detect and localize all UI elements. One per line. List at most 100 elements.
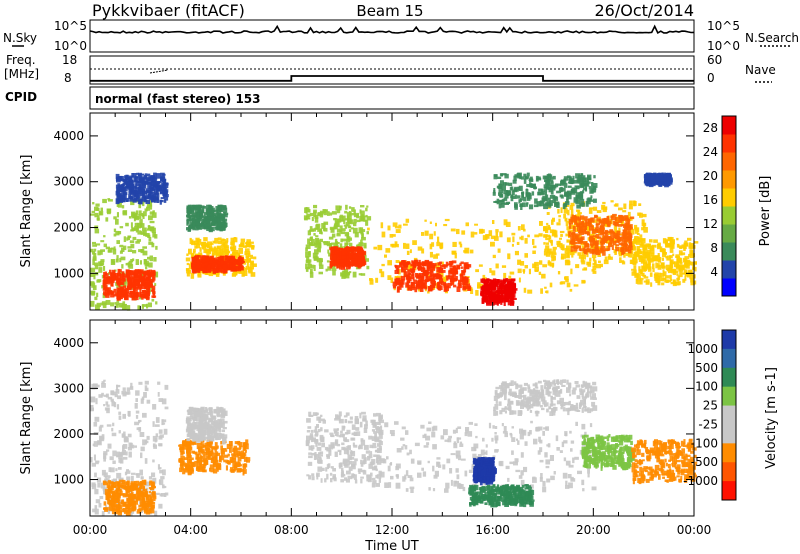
power-cell [354, 263, 360, 267]
power-cell [624, 248, 629, 252]
power-cell [431, 265, 436, 269]
velocity-cell [138, 504, 142, 508]
velocity-cell [224, 454, 229, 458]
power-cell [154, 283, 157, 286]
power-cell [595, 222, 600, 226]
power-cell [583, 254, 586, 260]
power-cell [545, 242, 549, 245]
velocity-cell [118, 458, 123, 463]
power-cell [689, 249, 694, 255]
velocity-cell [104, 489, 110, 495]
power-cell [245, 253, 250, 258]
velocity-cell [138, 493, 143, 497]
velocity-cell [126, 498, 130, 502]
power-cell [623, 251, 626, 258]
power-cell [670, 281, 675, 285]
power-cell [346, 238, 351, 243]
power-cell [353, 218, 357, 224]
power-cell [309, 271, 313, 274]
power-cell [315, 224, 319, 230]
power-cell [572, 237, 576, 242]
power-cell [493, 174, 498, 180]
power-cell [517, 268, 522, 274]
power-cell [145, 266, 148, 270]
power-cell [670, 278, 673, 282]
power-cell [353, 222, 357, 227]
power-cell [666, 279, 672, 283]
power-cell [680, 252, 686, 256]
power-cell [230, 241, 234, 246]
power-cell [689, 253, 695, 258]
power-cell [613, 249, 617, 254]
power-cell [118, 269, 122, 273]
power-cell [122, 285, 126, 289]
power-cell [644, 178, 648, 181]
power-cell [495, 263, 499, 269]
power-cell [647, 281, 650, 284]
power-cell [628, 249, 632, 254]
power-cell [514, 202, 518, 208]
power-cell [660, 262, 665, 269]
power-cell [517, 226, 521, 231]
velocity-cell [116, 489, 121, 495]
power-cell [524, 238, 528, 244]
velocity-cell [120, 490, 123, 496]
power-cell [558, 215, 561, 218]
power-cell [623, 240, 628, 246]
power-cell [589, 257, 592, 262]
velocity-cell [94, 488, 99, 495]
power-cell [559, 230, 565, 234]
power-cell [406, 280, 409, 287]
velocity-cell [146, 494, 150, 498]
velocity-cell [107, 499, 113, 505]
power-cell [104, 289, 109, 295]
velocity-cell [121, 500, 124, 504]
power-cell [113, 233, 117, 237]
velocity-cell [145, 496, 149, 503]
power-cell [95, 203, 100, 207]
power-cell [491, 282, 494, 288]
velocity-cell [118, 411, 122, 415]
power-cell [375, 277, 379, 283]
power-cell [306, 213, 311, 217]
power-cell [556, 190, 562, 194]
power-cell [458, 241, 462, 245]
power-cell [140, 186, 145, 191]
power-cell [98, 261, 102, 267]
power-cell [490, 241, 495, 247]
power-cell [592, 270, 597, 274]
power-cell [453, 278, 458, 281]
power-cell [547, 197, 551, 201]
power-cell [606, 240, 611, 244]
power-cell [421, 248, 425, 254]
velocity-cell [139, 432, 145, 437]
power-cell [116, 188, 121, 193]
power-cell [543, 242, 546, 245]
power-cell [332, 259, 337, 262]
power-cell [126, 181, 131, 187]
power-cell [366, 265, 370, 270]
velocity-cell [94, 508, 99, 515]
power-cell [507, 287, 512, 294]
power-cell [456, 265, 460, 269]
power-cell [425, 274, 428, 280]
power-cell [126, 289, 130, 294]
velocity-cell [99, 435, 103, 441]
power-cell [230, 237, 234, 242]
power-cell [147, 271, 150, 277]
power-cell [317, 226, 321, 232]
power-cell [155, 197, 159, 200]
power-cell [120, 281, 125, 285]
velocity-cell [98, 503, 102, 508]
power-cell [655, 279, 659, 283]
power-cell [138, 210, 142, 215]
power-cell [503, 278, 508, 283]
power-cell [242, 245, 247, 248]
power-cell [595, 227, 600, 232]
power-cell [570, 202, 575, 207]
power-cell [429, 269, 433, 273]
power-cell [406, 278, 411, 284]
power-cell [150, 188, 153, 194]
power-cell [607, 255, 611, 259]
power-cell [107, 198, 111, 201]
